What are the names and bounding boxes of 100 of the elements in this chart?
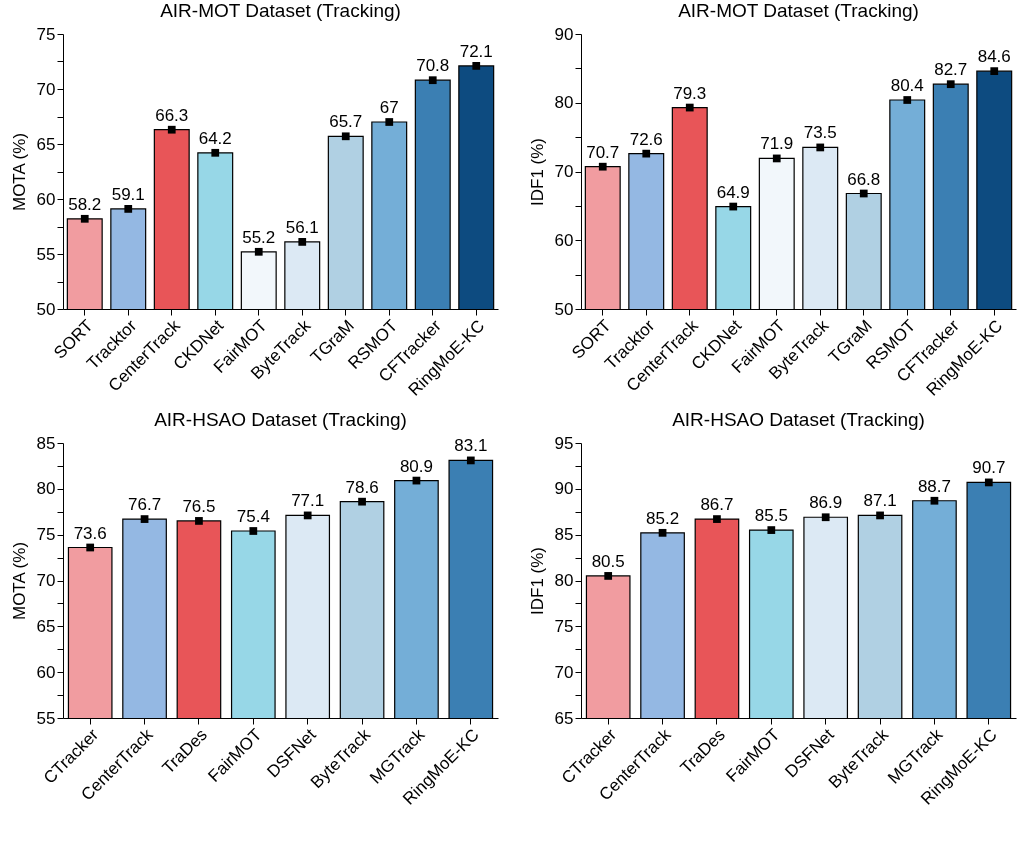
point (358, 497, 366, 506)
y-tick-label: 95 (554, 433, 574, 453)
data-label: 64.2 (198, 128, 232, 148)
data-label: 72.6 (629, 129, 663, 149)
point (211, 148, 220, 157)
data-label: 71.9 (760, 134, 794, 154)
y-tick-label: 50 (36, 299, 56, 319)
chart-title: AIR-MOT Dataset (Tracking) (678, 0, 919, 21)
data-label: 80.5 (591, 551, 625, 571)
y-axis-title: MOTA (%) (9, 541, 29, 621)
y-tick-label: 50 (554, 299, 574, 319)
point (984, 478, 993, 487)
data-label: 77.1 (291, 491, 325, 511)
point (604, 572, 613, 580)
y-tick-label: 85 (554, 525, 574, 545)
point (685, 103, 694, 112)
point (80, 214, 89, 223)
data-label: 90.7 (972, 458, 1006, 478)
data-label: 70.7 (586, 142, 620, 162)
data-label: 85.2 (646, 508, 680, 528)
y-tick-label: 55 (36, 708, 56, 728)
point (729, 202, 738, 211)
data-label: 86.9 (809, 493, 843, 513)
data-label: 85.5 (754, 506, 788, 526)
point (903, 96, 912, 104)
data-label: 73.5 (803, 123, 837, 143)
y-tick-label: 65 (554, 708, 574, 728)
chart-title: AIR-HSAO Dataset (Tracking) (672, 409, 925, 430)
data-label: 66.3 (155, 105, 189, 125)
data-label: 65.7 (329, 112, 363, 132)
point (385, 118, 394, 126)
y-tick-label: 85 (36, 433, 56, 453)
data-label: 72.1 (459, 41, 493, 61)
point (713, 515, 721, 523)
chart-title: AIR-MOT Dataset (Tracking) (160, 0, 401, 21)
chart-title: AIR-HSAO Dataset (Tracking) (154, 409, 407, 430)
data-label: 66.8 (847, 169, 881, 189)
point (254, 247, 263, 256)
point (930, 496, 939, 505)
point (859, 189, 868, 198)
data-label: 76.5 (182, 496, 216, 516)
y-tick-label: 75 (36, 525, 56, 545)
point (298, 238, 307, 246)
y-axis-title: IDF1 (%) (527, 547, 547, 615)
point (642, 149, 651, 158)
point (658, 528, 667, 537)
data-label: 55.2 (242, 227, 276, 247)
data-label: 75.4 (236, 507, 270, 526)
y-tick-label: 80 (554, 93, 574, 113)
y-tick-label: 60 (36, 189, 56, 209)
y-tick-label: 90 (554, 479, 574, 499)
y-tick-label: 70 (554, 162, 574, 181)
y-tick-label: 65 (36, 134, 56, 154)
y-tick-label: 55 (36, 244, 56, 264)
y-tick-label: 75 (554, 616, 574, 636)
data-label: 80.9 (399, 456, 433, 476)
data-label: 78.6 (345, 477, 379, 497)
data-label: 59.1 (111, 184, 145, 204)
data-label: 79.3 (673, 83, 707, 103)
data-label: 82.7 (934, 60, 968, 80)
point (816, 143, 825, 152)
data-label: 56.1 (285, 217, 319, 237)
y-tick-label: 70 (554, 662, 574, 682)
y-tick-label: 75 (36, 24, 56, 44)
point (598, 162, 607, 171)
y-tick-label: 80 (554, 571, 574, 590)
data-label: 64.9 (716, 182, 750, 202)
point (303, 511, 312, 520)
point (195, 517, 203, 525)
point (772, 154, 781, 163)
point (767, 526, 776, 534)
data-label: 67 (379, 98, 399, 117)
data-label: 86.7 (700, 495, 734, 515)
y-tick-label: 60 (36, 662, 56, 682)
point (990, 67, 999, 75)
y-tick-label: 70 (36, 79, 56, 99)
data-label: 73.6 (73, 523, 107, 543)
data-label: 70.8 (416, 56, 450, 76)
point (821, 513, 830, 522)
point (341, 132, 350, 141)
y-axis-title: IDF1 (%) (527, 138, 547, 206)
point (140, 515, 149, 523)
point (86, 543, 95, 552)
point (249, 527, 258, 535)
point (466, 456, 475, 465)
y-tick-label: 60 (554, 230, 574, 250)
point (946, 80, 955, 89)
y-tick-label: 70 (36, 571, 56, 590)
point (876, 511, 884, 520)
data-label: 83.1 (454, 436, 488, 456)
data-label: 76.7 (128, 495, 162, 515)
data-label: 80.4 (890, 76, 924, 95)
data-label: 88.7 (917, 476, 951, 496)
data-label: 87.1 (863, 491, 897, 511)
data-label: 58.2 (68, 194, 102, 214)
y-tick-label: 90 (554, 24, 574, 44)
data-label: 84.6 (977, 47, 1011, 67)
y-tick-label: 65 (36, 616, 56, 636)
point (124, 205, 133, 213)
point (472, 62, 481, 70)
